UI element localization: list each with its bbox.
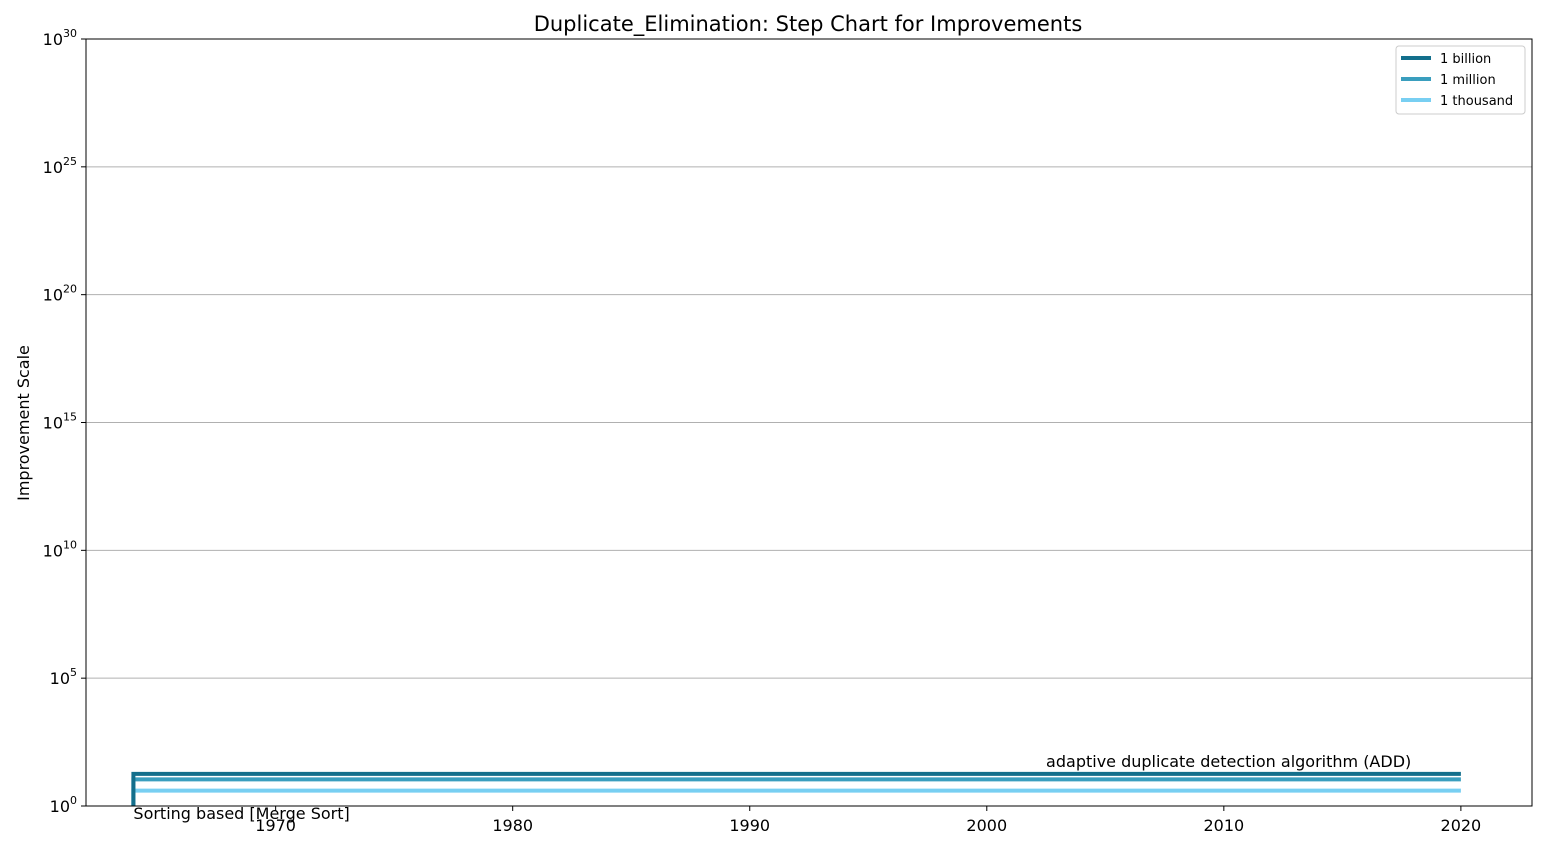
legend[interactable]: 1 billion 1 million 1 thousand: [1395, 45, 1526, 115]
y-tick-label: 1030: [43, 27, 77, 49]
series-lines: [131, 771, 1461, 806]
legend-entry-label: 1 thousand: [1440, 94, 1513, 109]
x-tick-label: 1970: [255, 816, 296, 835]
x-tick-label: 1990: [729, 816, 770, 835]
axis-ticks: 100 105 1010 1015 1020 1025 1030 1970 1980 1990 20…: [43, 27, 1482, 835]
y-axis-label: Improvement Scale: [14, 345, 33, 501]
series-line-1-million: [131, 777, 1461, 806]
y-tick-label: 1010: [43, 538, 77, 560]
x-tick-label: 1980: [492, 816, 533, 835]
y-tick-label: 1020: [43, 283, 77, 305]
x-tick-label: 2000: [966, 816, 1007, 835]
x-tick-label: 2010: [1203, 816, 1244, 835]
series-line-1-billion: [131, 771, 1461, 806]
grid-lines: [86, 166, 1532, 679]
annotation-label: adaptive duplicate detection algorithm (…: [1046, 752, 1411, 771]
legend-box: [1395, 45, 1526, 115]
legend-entry-label: 1 million: [1440, 73, 1496, 88]
y-tick-label: 105: [50, 666, 77, 688]
legend-entry-label: 1 billion: [1440, 52, 1491, 67]
y-tick-label: 100: [50, 794, 77, 816]
annotations: Sorting based [Merge Sort] adaptive dupli…: [133, 752, 1411, 823]
annotation-label: Sorting based [Merge Sort]: [133, 804, 349, 823]
chart-title: Duplicate_Elimination: Step Chart for Im…: [534, 12, 1083, 37]
y-tick-label: 1025: [43, 155, 77, 177]
y-tick-label: 1015: [43, 411, 77, 433]
x-tick-label: 2020: [1441, 816, 1482, 835]
